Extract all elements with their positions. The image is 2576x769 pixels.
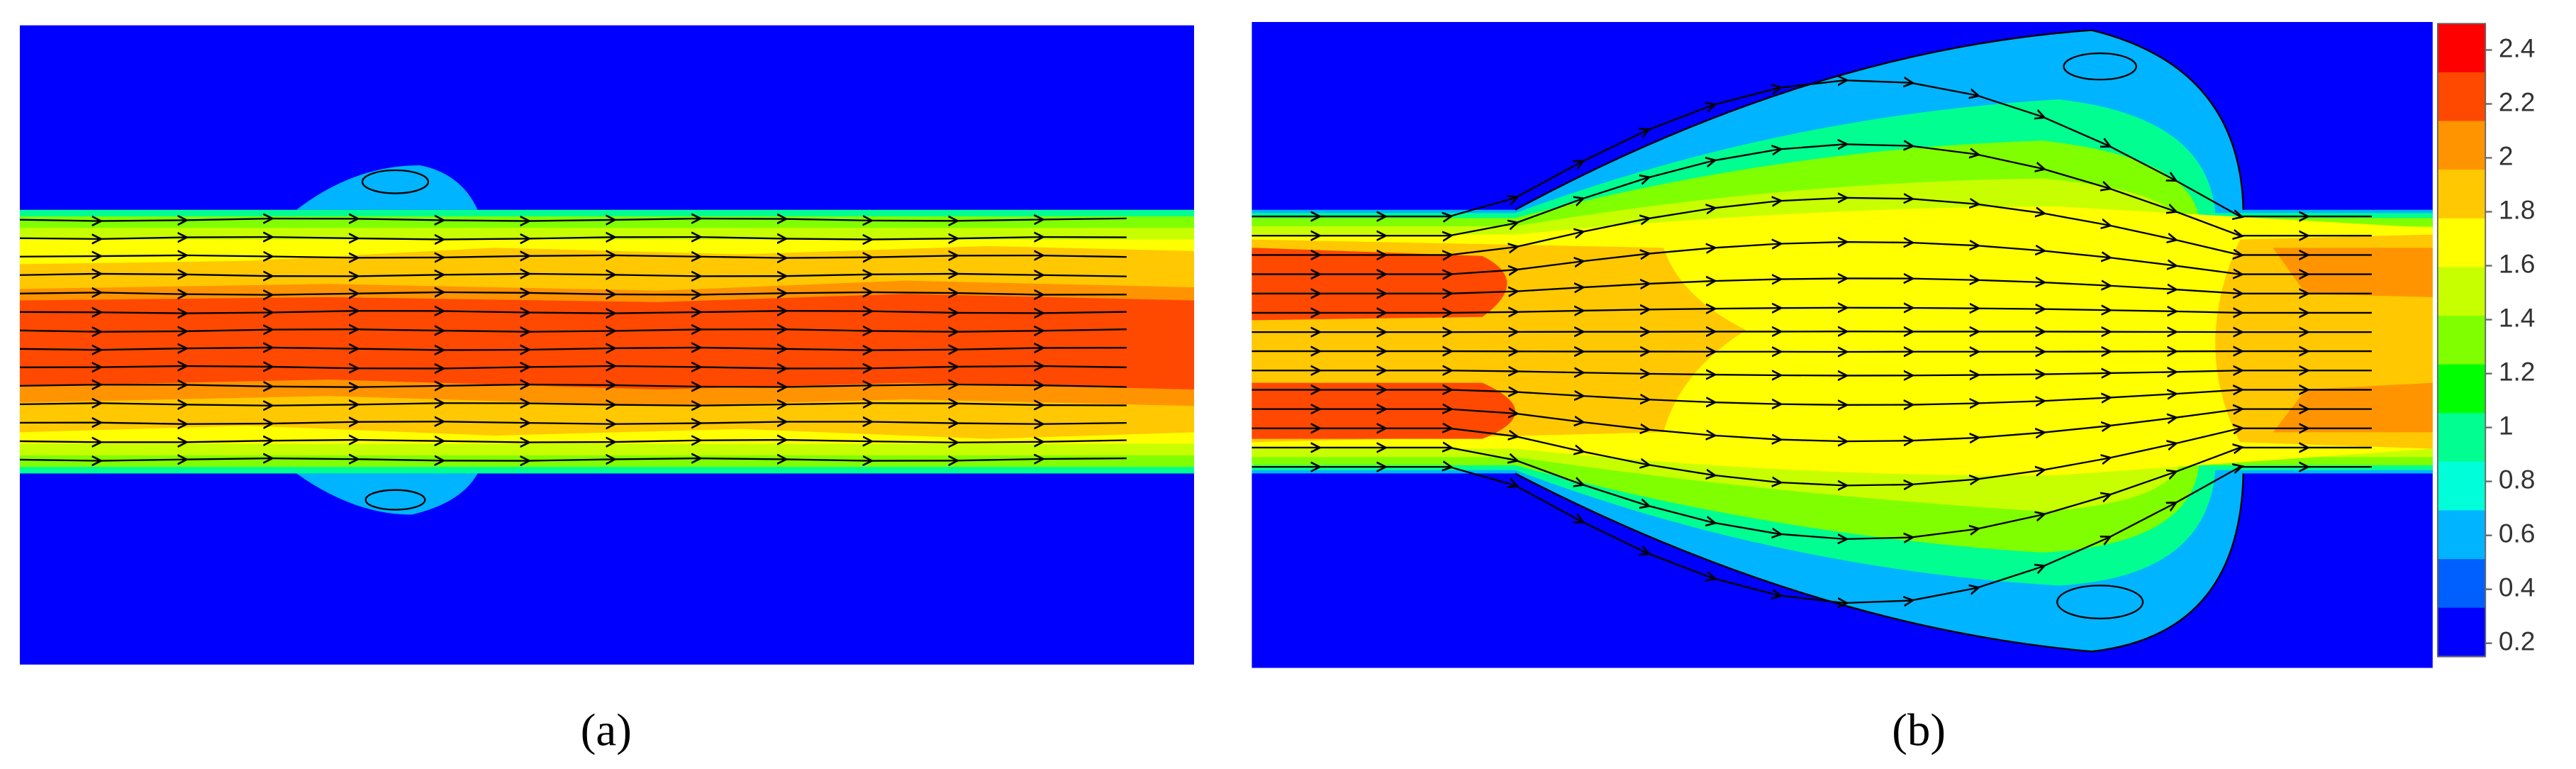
colorbar-tick-label: 1.4	[2499, 302, 2536, 332]
streamline	[19, 311, 1127, 313]
streamline	[19, 348, 1127, 350]
colorbar-band	[2437, 121, 2486, 171]
streamline	[19, 274, 1127, 277]
colorbar-tick-label: 1.8	[2499, 194, 2536, 224]
streamline	[1251, 308, 2372, 313]
panel-label: (a)	[581, 705, 632, 756]
colorbar: 2.4 2.2 2 1.8 1.6 1.4 1.2 1 0.8 0.6 0.4 0.2	[2436, 23, 2536, 658]
streamline	[1251, 351, 2372, 352]
bubble-boundary	[1515, 29, 2244, 211]
vortex	[361, 169, 430, 194]
bubble-boundary	[1515, 472, 2244, 653]
colorbar-tick-label: 2.4	[2499, 33, 2536, 62]
streamline	[1251, 278, 2372, 293]
colorbar-band	[2437, 72, 2486, 122]
jet-core	[19, 294, 1195, 389]
colorbar-tick-label: 1.6	[2499, 248, 2536, 278]
vortex	[2056, 585, 2144, 620]
streamline	[1251, 331, 2372, 332]
streamline	[19, 292, 1127, 295]
colorbar-band	[2437, 218, 2486, 268]
colorbar-tick-label: 0.6	[2499, 518, 2536, 548]
streamline	[19, 237, 1127, 239]
streamline	[1251, 370, 2372, 375]
streamline	[19, 366, 1127, 368]
vortex	[2063, 52, 2137, 81]
streamline	[19, 255, 1127, 258]
recirculation-bottom	[296, 473, 478, 515]
colorbar-band	[2437, 413, 2486, 463]
panel-b-contour	[1251, 21, 2433, 668]
streamline	[19, 329, 1127, 331]
colorbar-tick-label: 0.8	[2499, 464, 2536, 494]
colorbar-frame	[2436, 23, 2487, 658]
panel-label: (b)	[1892, 705, 1946, 756]
colorbar-band	[2437, 364, 2486, 414]
core	[1251, 248, 1507, 321]
streamline	[19, 403, 1127, 405]
colorbar-band	[2437, 461, 2486, 511]
streamline	[19, 384, 1127, 387]
colorbar-band	[2437, 559, 2486, 609]
streamlines	[19, 218, 1127, 461]
colorbar-tick-label: 1.2	[2499, 356, 2536, 386]
colorbar-tick-label: 1	[2499, 410, 2514, 440]
colorbar-tick-label: 0.4	[2499, 572, 2536, 602]
streamline	[1251, 467, 2372, 603]
streamline	[19, 421, 1127, 424]
colorbar-band	[2437, 510, 2486, 560]
recirculation-top	[296, 165, 478, 210]
vortex	[364, 489, 426, 511]
panel-a-contour	[19, 25, 1195, 665]
colorbar-band	[2437, 267, 2486, 317]
streamline	[19, 458, 1127, 460]
colorbar-band	[2437, 315, 2486, 365]
colorbar-tick-label: 0.2	[2499, 626, 2536, 656]
streamline	[19, 440, 1127, 443]
colorbar-band	[2437, 23, 2486, 74]
colorbar-tick-label: 2.2	[2499, 87, 2536, 116]
streamline	[19, 218, 1127, 221]
colorbar-tick-label: 2	[2499, 140, 2514, 170]
streamlines	[1251, 80, 2372, 603]
colorbar-band	[2437, 607, 2486, 658]
colorbar-band	[2437, 170, 2486, 219]
